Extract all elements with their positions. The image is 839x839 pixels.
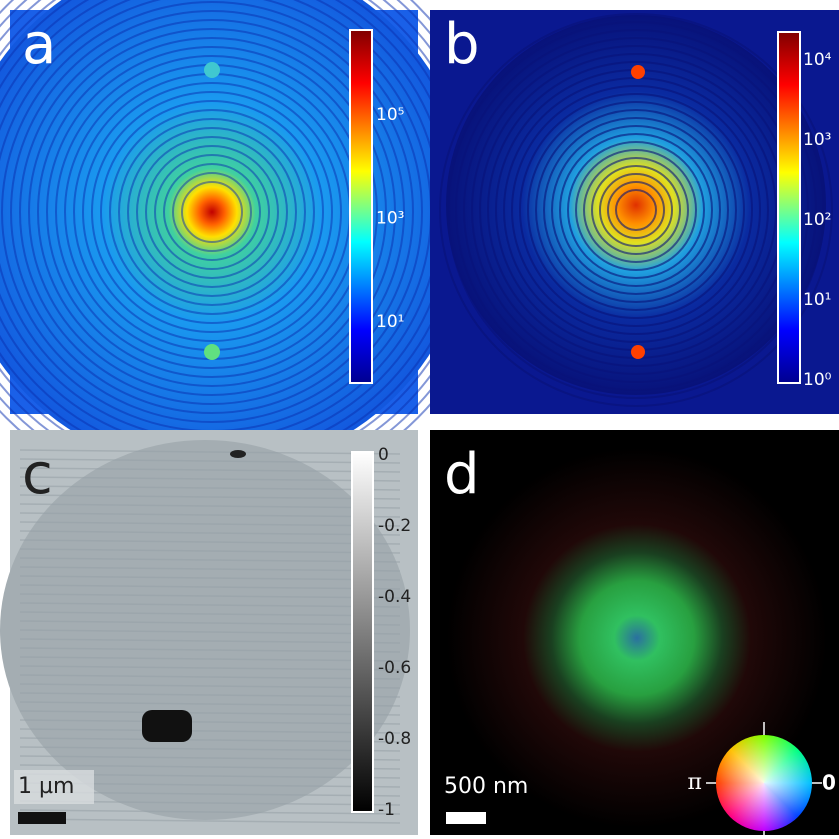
colorbar-label: 10² — [803, 210, 831, 230]
spot — [631, 345, 645, 359]
scalebar-label: 1 µm — [18, 774, 74, 799]
phase-wheel — [716, 735, 812, 831]
spot — [631, 65, 645, 79]
spot — [204, 344, 220, 360]
panel-label: d — [444, 442, 480, 507]
colorbar-label: -0.2 — [378, 516, 411, 536]
panel-label: b — [444, 12, 480, 77]
scalebar — [446, 812, 486, 824]
figure-canvas: a b c d 1 µm 500 nm π 0 10⁵ 10³ 10¹ 10⁴ 10³ 1… — [0, 0, 839, 839]
spot — [204, 62, 220, 78]
colorbar-label: 10³ — [376, 209, 404, 229]
colorbar-label: 10¹ — [803, 290, 831, 310]
wheel-label: 0 — [822, 771, 836, 795]
colorbar-label: 10³ — [803, 130, 831, 150]
wheel-label: π — [688, 770, 702, 795]
panel-label: c — [22, 442, 53, 507]
scalebar-label: 500 nm — [444, 774, 528, 799]
colorbar-label: 10⁵ — [376, 105, 404, 125]
colorbar-label: 10⁴ — [803, 50, 832, 70]
defect — [142, 710, 192, 742]
colorbar-label: -0.4 — [378, 587, 411, 607]
panel-label: a — [22, 12, 56, 77]
colorbar-label: 10⁰ — [803, 370, 832, 390]
figure: a b c d 1 µm 500 nm π 0 10⁵ 10³ 10¹ 10⁴ 10³ 1… — [0, 0, 839, 839]
colorbar — [352, 452, 373, 812]
colorbar-label: -0.6 — [378, 658, 411, 678]
scalebar — [18, 812, 66, 824]
colorbar — [350, 30, 372, 383]
colorbar — [778, 32, 800, 383]
colorbar-label: -0.8 — [378, 729, 411, 749]
colorbar-label: 10¹ — [376, 312, 404, 332]
colorbar-label: 0 — [378, 445, 389, 465]
colorbar-label: -1 — [378, 800, 395, 820]
defect — [230, 450, 246, 458]
